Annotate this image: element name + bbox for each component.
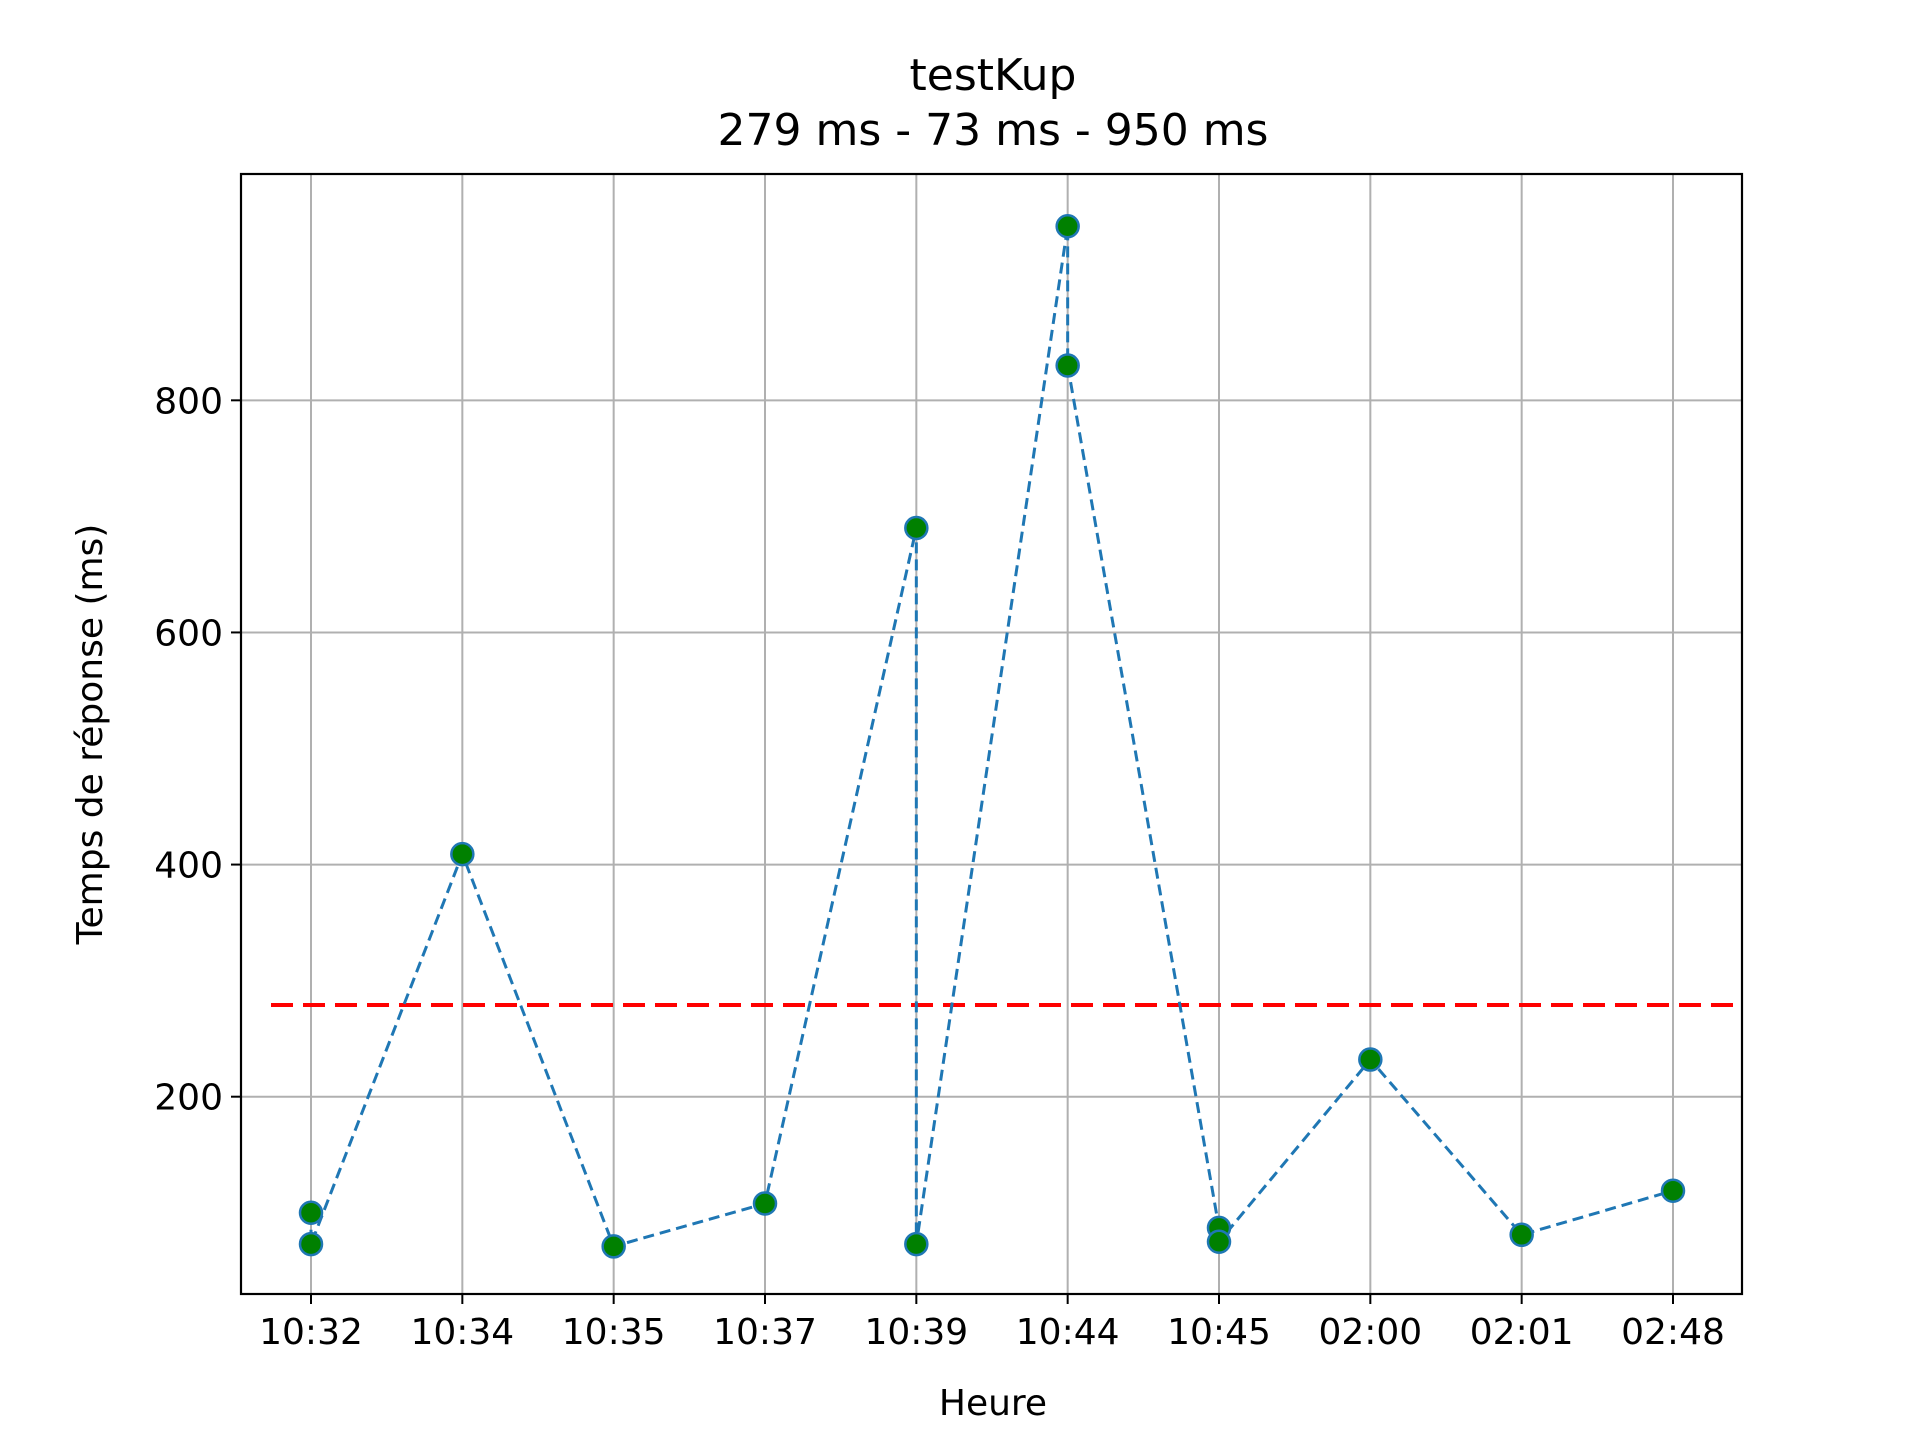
y-tick-label: 600 (154, 613, 223, 654)
y-axis-label: Temps de réponse (ms) (70, 524, 111, 946)
data-point (1509, 1222, 1534, 1248)
plot-frame (239, 172, 1744, 1296)
data-point (298, 1200, 324, 1226)
data-point (904, 1231, 929, 1257)
x-axis-label: Heure (939, 1383, 1047, 1424)
data-point (752, 1191, 778, 1216)
y-tick-label: 800 (154, 381, 223, 422)
chart-title: testKup (910, 50, 1077, 101)
x-tick-label: 02:48 (1621, 1312, 1725, 1353)
x-tick-label: 02:00 (1318, 1312, 1422, 1353)
data-point (1055, 213, 1080, 239)
data-point (450, 841, 475, 867)
data-point (1660, 1178, 1686, 1203)
x-tick-label: 02:01 (1470, 1312, 1574, 1353)
y-tick-label: 200 (154, 1078, 223, 1119)
series-layer (298, 213, 1686, 1259)
data-point (904, 515, 929, 541)
x-tick-label: 10:34 (410, 1312, 514, 1353)
x-tick-label: 10:37 (713, 1312, 817, 1353)
data-point (1055, 353, 1080, 378)
series-line (309, 226, 1674, 1249)
x-tick-label: 10:39 (864, 1312, 968, 1353)
data-point (601, 1234, 626, 1259)
data-point (1358, 1047, 1383, 1072)
x-tick-label: 10:45 (1167, 1312, 1271, 1353)
ticks: 10:32 10:34 10:35 10:37 10:39 10:44 10:45 02:00… (154, 381, 1725, 1353)
x-tick-label: 10:32 (259, 1312, 363, 1353)
chart-subtitle: 279 ms - 73 ms - 950 ms (718, 105, 1269, 156)
data-point (1206, 1229, 1232, 1255)
x-tick-label: 10:44 (1016, 1312, 1120, 1353)
x-tick-label: 10:35 (562, 1312, 666, 1353)
data-point (298, 1231, 324, 1257)
y-tick-label: 400 (154, 846, 223, 887)
